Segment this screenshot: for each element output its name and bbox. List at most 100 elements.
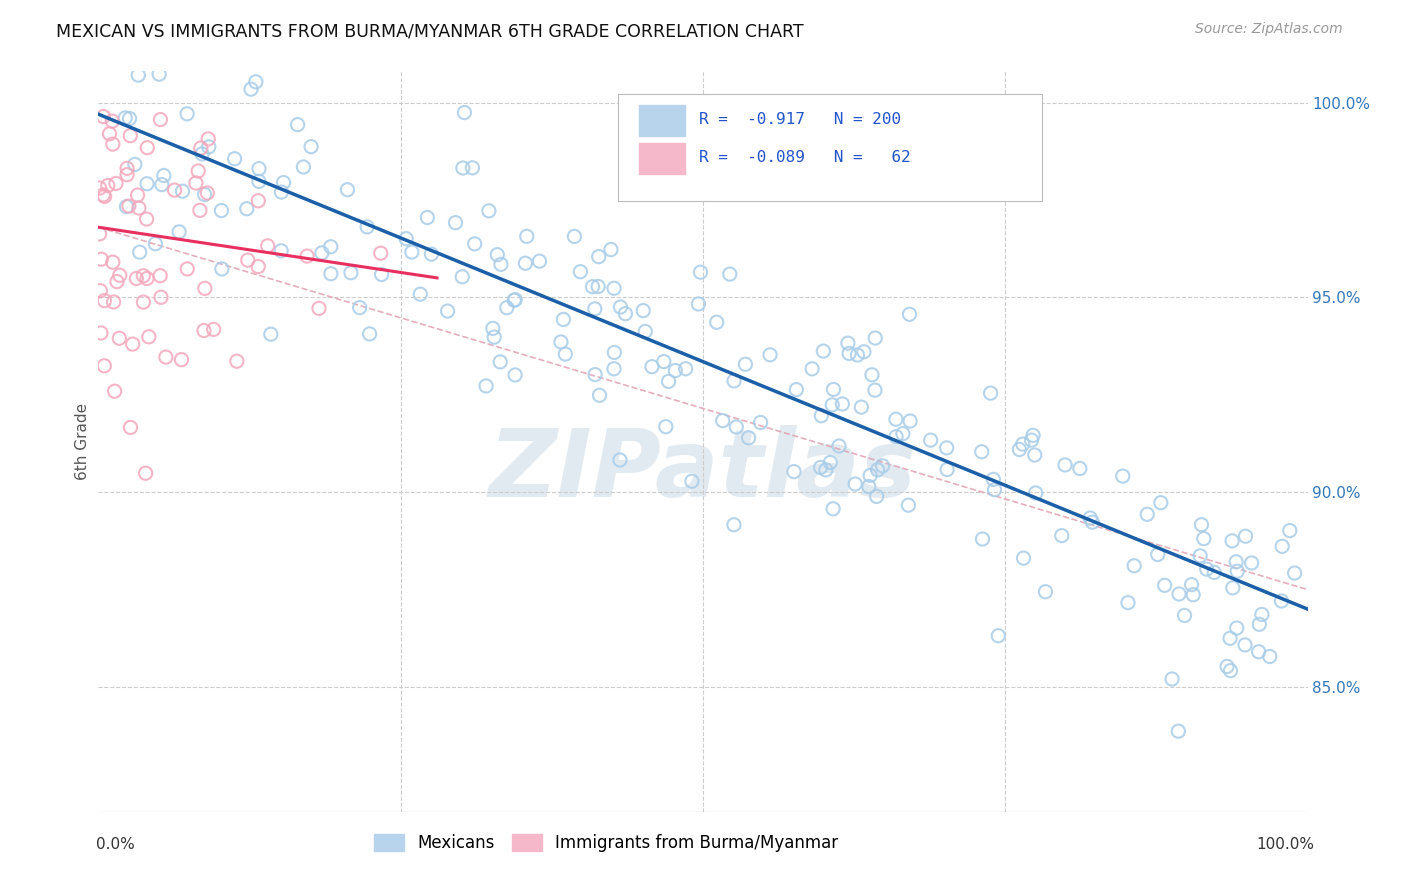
Point xyxy=(193,324,215,338)
Point xyxy=(846,348,869,362)
Point xyxy=(564,229,586,244)
Text: ZIPatlas: ZIPatlas xyxy=(489,425,917,517)
Text: MEXICAN VS IMMIGRANTS FROM BURMA/MYANMAR 6TH GRADE CORRELATION CHART: MEXICAN VS IMMIGRANTS FROM BURMA/MYANMAR… xyxy=(56,22,804,40)
Point xyxy=(225,354,247,368)
Point xyxy=(723,374,745,388)
Point xyxy=(936,462,959,476)
Point xyxy=(118,199,141,213)
Point xyxy=(224,152,246,166)
Point xyxy=(475,379,498,393)
Point xyxy=(245,75,267,89)
Point xyxy=(270,185,292,199)
Point xyxy=(600,243,623,257)
Point xyxy=(311,246,333,260)
Point xyxy=(516,229,538,244)
Point xyxy=(1012,551,1035,566)
Legend: Mexicans, Immigrants from Burma/Myanmar: Mexicans, Immigrants from Burma/Myanmar xyxy=(368,828,845,859)
Point xyxy=(292,160,315,174)
Point xyxy=(634,325,657,339)
Point xyxy=(240,82,263,96)
Point xyxy=(416,211,439,225)
Point xyxy=(202,322,225,336)
Point xyxy=(1270,594,1292,608)
Point xyxy=(115,168,138,182)
Point xyxy=(983,483,1005,497)
Point xyxy=(135,212,157,227)
Point xyxy=(614,307,637,321)
Point xyxy=(143,236,166,251)
Point xyxy=(1136,508,1159,522)
Point xyxy=(105,275,128,289)
Point xyxy=(127,68,149,82)
Point xyxy=(124,157,146,171)
Point xyxy=(603,281,626,295)
Point xyxy=(866,463,889,477)
Point xyxy=(136,271,159,285)
Point xyxy=(737,431,759,445)
Point xyxy=(609,453,631,467)
Point xyxy=(783,465,806,479)
Point xyxy=(105,177,128,191)
Point xyxy=(1011,437,1033,451)
Point xyxy=(583,368,606,382)
Point xyxy=(569,265,592,279)
Point xyxy=(1081,515,1104,529)
Point xyxy=(723,517,745,532)
Point xyxy=(821,398,844,412)
Point xyxy=(801,361,824,376)
Point xyxy=(1226,621,1249,635)
Point xyxy=(583,301,606,316)
Point xyxy=(478,203,501,218)
Point xyxy=(1219,632,1241,646)
Text: 0.0%: 0.0% xyxy=(96,838,135,852)
Point xyxy=(1219,664,1241,678)
Point xyxy=(1050,528,1073,542)
Point xyxy=(1123,558,1146,573)
Point xyxy=(176,261,198,276)
Point xyxy=(1173,608,1195,623)
Point xyxy=(810,409,832,423)
Text: Source: ZipAtlas.com: Source: ZipAtlas.com xyxy=(1195,22,1343,37)
Point xyxy=(655,419,678,434)
Point xyxy=(163,183,186,197)
Point xyxy=(1222,581,1244,595)
Point xyxy=(603,345,626,359)
Point xyxy=(1153,578,1175,592)
Point xyxy=(1024,448,1046,462)
Point xyxy=(489,257,512,271)
Point xyxy=(980,386,1002,401)
Point xyxy=(172,184,194,198)
Point xyxy=(195,186,218,200)
Point xyxy=(814,463,837,477)
Point xyxy=(101,114,124,128)
Point xyxy=(121,337,143,351)
Point xyxy=(711,414,734,428)
Point xyxy=(785,383,807,397)
Point xyxy=(1168,587,1191,601)
Bar xyxy=(638,144,685,174)
Point xyxy=(725,420,748,434)
Point xyxy=(1078,511,1101,525)
Point xyxy=(1278,524,1301,538)
Point xyxy=(1233,638,1256,652)
Point xyxy=(93,110,115,124)
Point xyxy=(588,250,610,264)
Point xyxy=(823,383,845,397)
Point xyxy=(101,255,124,269)
Point xyxy=(688,297,710,311)
Point xyxy=(1250,607,1272,622)
Point xyxy=(664,363,686,377)
Point xyxy=(108,268,131,283)
Point xyxy=(136,177,159,191)
Point xyxy=(1167,724,1189,739)
Point xyxy=(810,460,832,475)
Point xyxy=(675,361,697,376)
Point xyxy=(194,281,217,295)
Point xyxy=(503,293,526,307)
Point xyxy=(356,219,378,234)
Point xyxy=(859,468,882,483)
Point xyxy=(1284,566,1306,580)
Point xyxy=(609,300,631,314)
Point xyxy=(1189,549,1212,563)
Point xyxy=(103,295,125,310)
